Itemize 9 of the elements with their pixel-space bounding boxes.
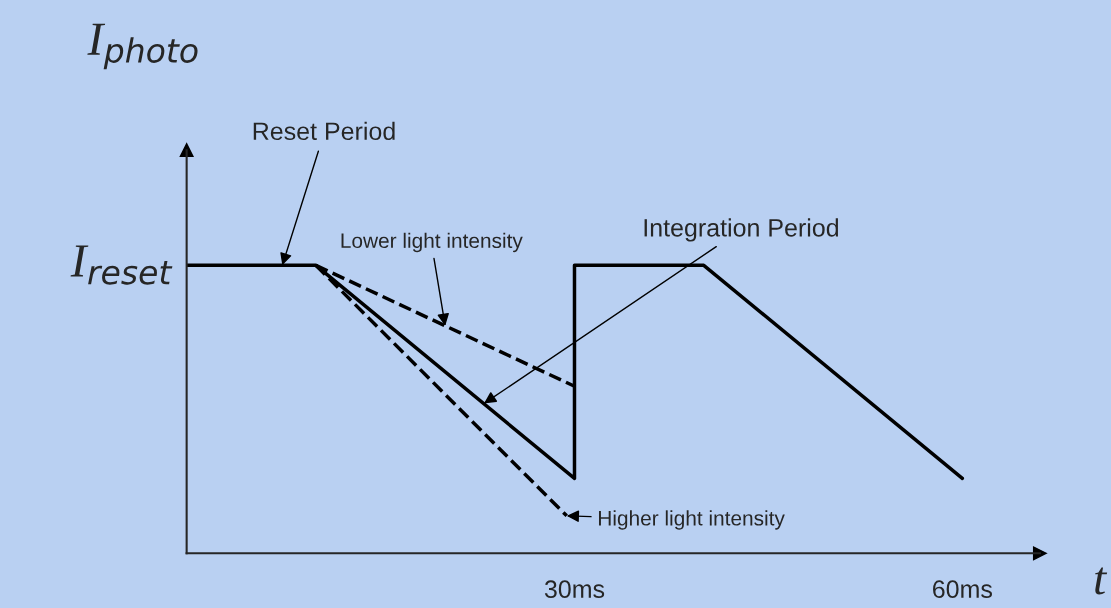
- annotation: Integration Period: [644, 218, 839, 242]
- y-axis-title: I$_{photo}$: [87, 23, 198, 70]
- annotation: Lower light intensity: [341, 232, 523, 253]
- annotation: Reset Period: [253, 121, 395, 141]
- x-tick-label: 30ms: [544, 580, 605, 599]
- x-tick-label: 60ms: [933, 580, 992, 599]
- x-axis-title: t: [1095, 567, 1108, 595]
- annotation: I$_{reset}$: [70, 245, 173, 285]
- annotation: Higher light intensity: [599, 510, 785, 530]
